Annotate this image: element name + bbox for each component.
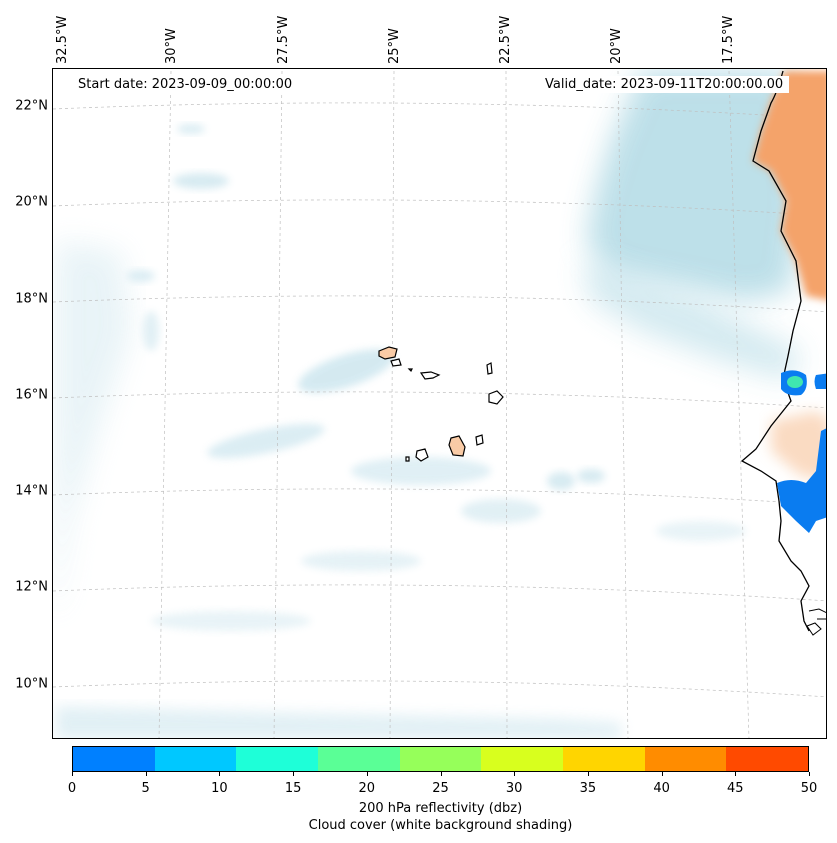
radar-echo-east [814,373,826,389]
island-brava [405,456,410,462]
cloud-patch [461,499,541,523]
lon-label-32-5w: 32.5°W [55,15,70,64]
island-sal [486,362,493,375]
colorbar-tick-label: 5 [141,781,150,796]
lat-label-18n: 18°N [15,291,48,307]
colorbar-segment [481,747,564,771]
cape-verde-islands [378,346,504,462]
cloud-mass-northeast [586,71,801,301]
colorbar-title: 200 hPa reflectivity (dbz) [358,801,523,816]
reflectivity-layer [777,370,826,533]
colorbar-tick-label: 35 [579,781,597,796]
colorbar-tick-mark [145,772,147,776]
cloud-band-northeast-2 [581,261,801,381]
cloud-patch [298,349,394,393]
colorbar-tick-mark [735,772,737,776]
cloud-patch [301,551,421,571]
lat-label-22n: 22°N [15,98,48,114]
colorbar-tick-label: 15 [284,781,302,796]
colorbar-segment [73,747,155,771]
colorbar-tick-mark [366,772,368,776]
radar-echo-core [787,376,803,388]
start-date-label: Start date: 2023-09-09_00:00:00 [72,76,299,93]
cloud-cover-layer [56,71,801,738]
cloud-patch [173,173,229,189]
island-fogo [415,448,429,462]
colorbar-segment [154,747,237,771]
colorbar-tick-mark [587,772,589,776]
colorbar-tick-label: 50 [800,781,818,796]
cloud-faint-west [56,241,131,621]
colorbar-tick-label: 0 [67,781,77,796]
colorbar-segment [399,747,482,771]
lon-label-22-5w: 22.5°W [498,15,513,64]
cloud-patch [177,124,205,134]
cloud-patch [351,457,491,485]
cloud-patch [207,423,325,459]
map-canvas [53,70,826,738]
lat-label-12n: 12°N [15,579,48,595]
island-sao-vicente [390,358,402,367]
colorbar-segment [318,747,400,771]
radar-echo-14n [777,428,826,533]
cloud-patch [547,472,575,490]
lon-label-20w: 20°W [609,28,624,64]
colorbar-tick-label: 20 [358,781,376,796]
colorbar-tick-label: 25 [432,781,449,796]
lon-label-17-5w: 17.5°W [721,15,736,64]
colorbar-segment [726,747,809,771]
lon-label-25w: 25°W [387,28,402,64]
lat-label-20n: 20°N [15,194,48,210]
colorbar-tick-mark [72,772,73,776]
valid-date-label: Valid_date: 2023-09-11T20:00:00.00 [539,76,790,93]
colorbar-tick-label: 30 [505,781,523,796]
island-sao-nicolau [419,371,441,380]
colorbar-segment [236,747,319,771]
colorbar-tick-mark [293,772,295,776]
lat-label-16n: 16°N [15,387,48,403]
graticule-lines [53,70,826,738]
coastline-islands [806,608,826,636]
land-light-shading [771,411,826,481]
colorbar-tick-label: 45 [727,781,744,796]
colorbar-tick-label: 40 [653,781,670,796]
african-coast [740,70,826,636]
colorbar-segment [563,747,645,771]
land-warm-shading [753,71,826,300]
colorbar-tick-mark [661,772,663,776]
lat-label-14n: 14°N [15,483,48,499]
island-maio [475,434,484,446]
lon-label-27-5w: 27.5°W [276,15,291,64]
colorbar-tick-mark [440,772,442,776]
island-santiago [448,435,466,457]
reflectivity-colorbar [72,746,809,772]
cloud-patch [577,469,605,483]
colorbar-tick-mark [809,772,810,776]
colorbar-segment [644,747,727,771]
cloud-patch [127,270,155,282]
cloud-patch [151,611,311,631]
colorbar-tick-mark [514,772,516,776]
island-boa-vista [488,390,504,405]
colorbar-tick-label: 10 [211,781,228,796]
cloud-patch [143,311,159,351]
cloud-patch [656,521,746,541]
colorbar-subtitle: Cloud cover (white background shading) [308,818,573,833]
island-small-1 [407,368,413,373]
cloud-band-bottom [56,706,621,738]
lat-label-10n: 10°N [15,676,48,692]
coastline [740,70,810,632]
colorbar-tick-mark [219,772,221,776]
island-santo-antao [378,346,398,360]
map-area[interactable] [52,68,827,739]
lon-label-30w: 30°W [164,28,179,64]
